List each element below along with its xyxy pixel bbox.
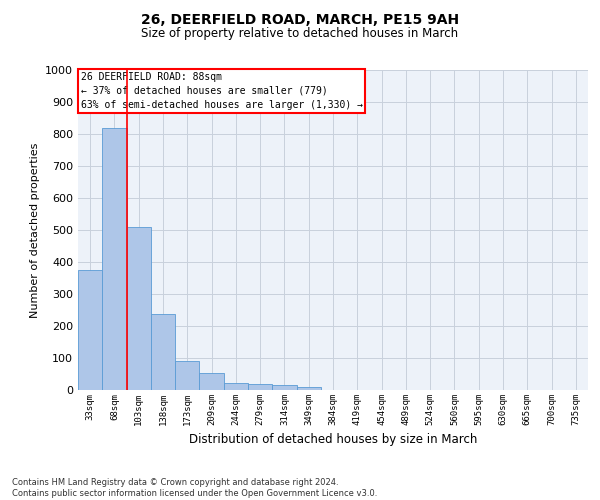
Bar <box>199 374 224 390</box>
Bar <box>272 385 296 390</box>
Text: 26 DEERFIELD ROAD: 88sqm
← 37% of detached houses are smaller (779)
63% of semi-: 26 DEERFIELD ROAD: 88sqm ← 37% of detach… <box>80 72 362 110</box>
Y-axis label: Number of detached properties: Number of detached properties <box>29 142 40 318</box>
Text: Size of property relative to detached houses in March: Size of property relative to detached ho… <box>142 28 458 40</box>
Bar <box>224 383 248 390</box>
Bar <box>78 270 102 390</box>
Bar <box>127 227 151 390</box>
Bar <box>151 314 175 390</box>
Bar <box>175 360 199 390</box>
Bar <box>248 384 272 390</box>
Bar <box>102 128 127 390</box>
Bar <box>296 387 321 390</box>
Text: 26, DEERFIELD ROAD, MARCH, PE15 9AH: 26, DEERFIELD ROAD, MARCH, PE15 9AH <box>141 12 459 26</box>
Text: Contains HM Land Registry data © Crown copyright and database right 2024.
Contai: Contains HM Land Registry data © Crown c… <box>12 478 377 498</box>
X-axis label: Distribution of detached houses by size in March: Distribution of detached houses by size … <box>189 434 477 446</box>
